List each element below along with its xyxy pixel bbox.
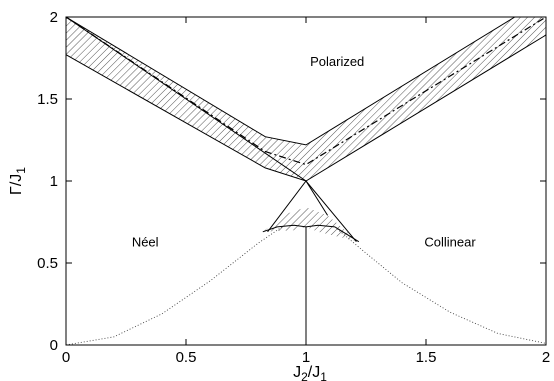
- hatched-upper-band: [66, 17, 546, 181]
- phase-boundaries: [65, 16, 547, 346]
- x-axis-label-main: J: [293, 364, 301, 381]
- x-tick-label: 0.5: [176, 349, 197, 366]
- y-axis-label: Γ/J1: [8, 167, 28, 195]
- region-label: Néel: [132, 235, 159, 250]
- boundary-curve-8: [65, 226, 283, 346]
- y-tick-label: 0.5: [37, 255, 58, 272]
- x-axis-label-sep: /J: [308, 364, 320, 381]
- y-tick-label: 2: [50, 9, 58, 26]
- shaded-regions: [66, 17, 546, 242]
- x-axis-label-sub1: 2: [301, 370, 308, 381]
- boundary-curve-9: [334, 226, 547, 344]
- x-axis-label: J2/J1: [293, 364, 327, 381]
- y-tick-label: 1: [50, 173, 58, 190]
- x-tick-label: 0: [62, 349, 70, 366]
- x-axis-label-sub2: 1: [320, 370, 327, 381]
- axis-ticks: [65, 16, 547, 346]
- y-axis-label-main: Γ/J: [8, 174, 25, 195]
- y-tick-label: 1.5: [37, 91, 58, 108]
- region-label: Collinear: [424, 235, 476, 250]
- boundary-curve-3: [65, 34, 547, 182]
- region-labels: Polarized Néel Collinear: [132, 54, 476, 249]
- region-label: Polarized: [310, 54, 364, 69]
- tick-labels: 0 0.5 1 1.5 2 0 0.5 1 1.5 2: [37, 9, 550, 366]
- x-tick-label: 1.5: [416, 349, 437, 366]
- boundary-curve-4: [65, 16, 357, 243]
- x-tick-label: 2: [542, 349, 550, 366]
- y-tick-label: 0: [50, 337, 58, 354]
- boundary-curve-1: [65, 16, 547, 166]
- y-axis-label-sub: 1: [14, 167, 28, 174]
- boundary-curve-2: [65, 16, 516, 146]
- x-tick-label: 1: [302, 349, 310, 366]
- hatched-central-wedge: [262, 207, 359, 242]
- boundary-curve-5: [267, 180, 329, 233]
